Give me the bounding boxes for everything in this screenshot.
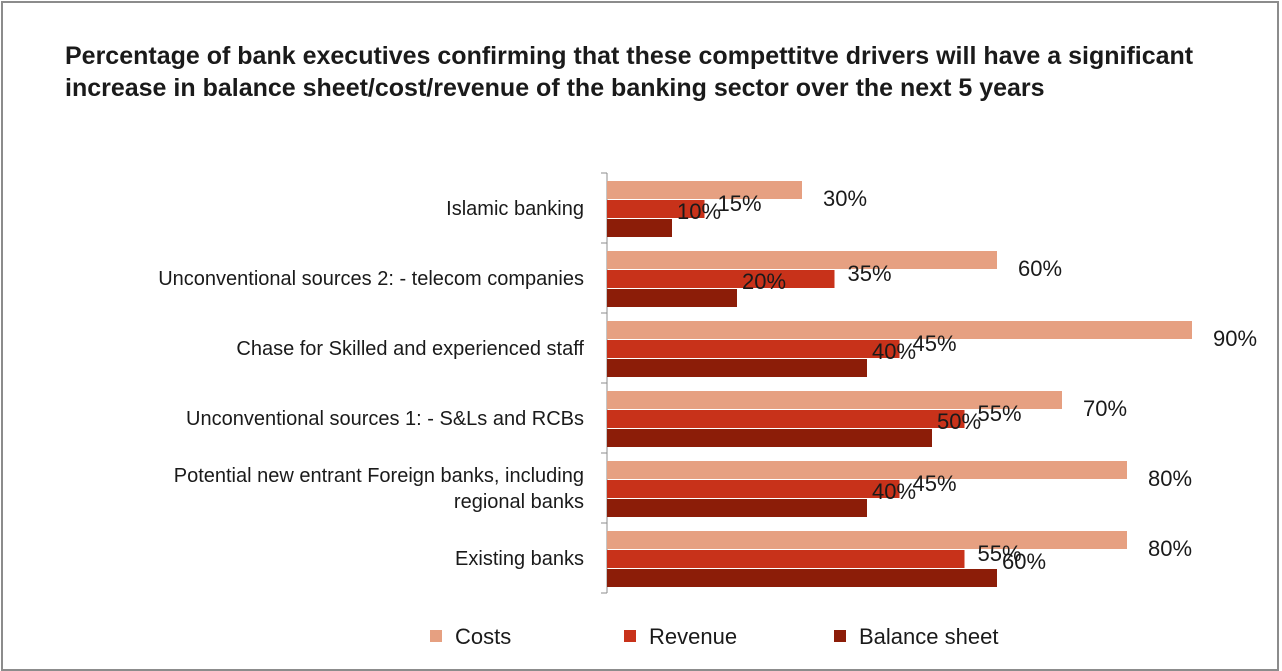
value-label: 40% [872, 339, 916, 364]
bar-costs [607, 251, 997, 269]
value-label: 80% [1148, 536, 1192, 561]
bar-balance-sheet [607, 499, 867, 517]
legend-label: Costs [455, 624, 511, 649]
value-label: 55% [978, 401, 1022, 426]
bar-costs [607, 321, 1192, 339]
legend-label: Revenue [649, 624, 737, 649]
value-label: 50% [937, 409, 981, 434]
category-label: Islamic banking [446, 198, 584, 220]
category-label: Unconventional sources 2: - telecom comp… [158, 268, 584, 290]
value-label: 60% [1002, 549, 1046, 574]
legend-label: Balance sheet [859, 624, 998, 649]
bar-balance-sheet [607, 219, 672, 237]
legend-swatch [430, 630, 442, 642]
bar-revenue [607, 480, 900, 498]
bar-revenue [607, 550, 965, 568]
value-label: 30% [823, 186, 867, 211]
bar-costs [607, 181, 802, 199]
value-label: 35% [848, 261, 892, 286]
legend-swatch [834, 630, 846, 642]
bar-revenue [607, 410, 965, 428]
chart-title: Percentage of bank executives confirming… [65, 42, 1194, 102]
category-label: Unconventional sources 1: - S&Ls and RCB… [186, 408, 584, 430]
value-label: 55% [978, 541, 1022, 566]
bar-costs [607, 391, 1062, 409]
value-label: 40% [872, 479, 916, 504]
value-label: 70% [1083, 396, 1127, 421]
bar-balance-sheet [607, 289, 737, 307]
bar-costs [607, 461, 1127, 479]
value-label: 80% [1148, 466, 1192, 491]
bar-balance-sheet [607, 569, 997, 587]
category-label: Potential new entrant Foreign banks, inc… [174, 465, 584, 513]
category-label: Chase for Skilled and experienced staff [236, 338, 584, 360]
bar-costs [607, 531, 1127, 549]
bar-balance-sheet [607, 359, 867, 377]
value-label: 90% [1213, 326, 1257, 351]
value-label: 60% [1018, 256, 1062, 281]
value-label: 20% [742, 269, 786, 294]
value-label: 15% [718, 191, 762, 216]
value-label: 10% [677, 199, 721, 224]
category-label: Existing banks [455, 548, 584, 570]
bar-balance-sheet [607, 429, 932, 447]
bar-revenue [607, 270, 835, 288]
bar-revenue [607, 200, 705, 218]
value-label: 45% [913, 471, 957, 496]
value-label: 45% [913, 331, 957, 356]
bar-revenue [607, 340, 900, 358]
legend-swatch [624, 630, 636, 642]
